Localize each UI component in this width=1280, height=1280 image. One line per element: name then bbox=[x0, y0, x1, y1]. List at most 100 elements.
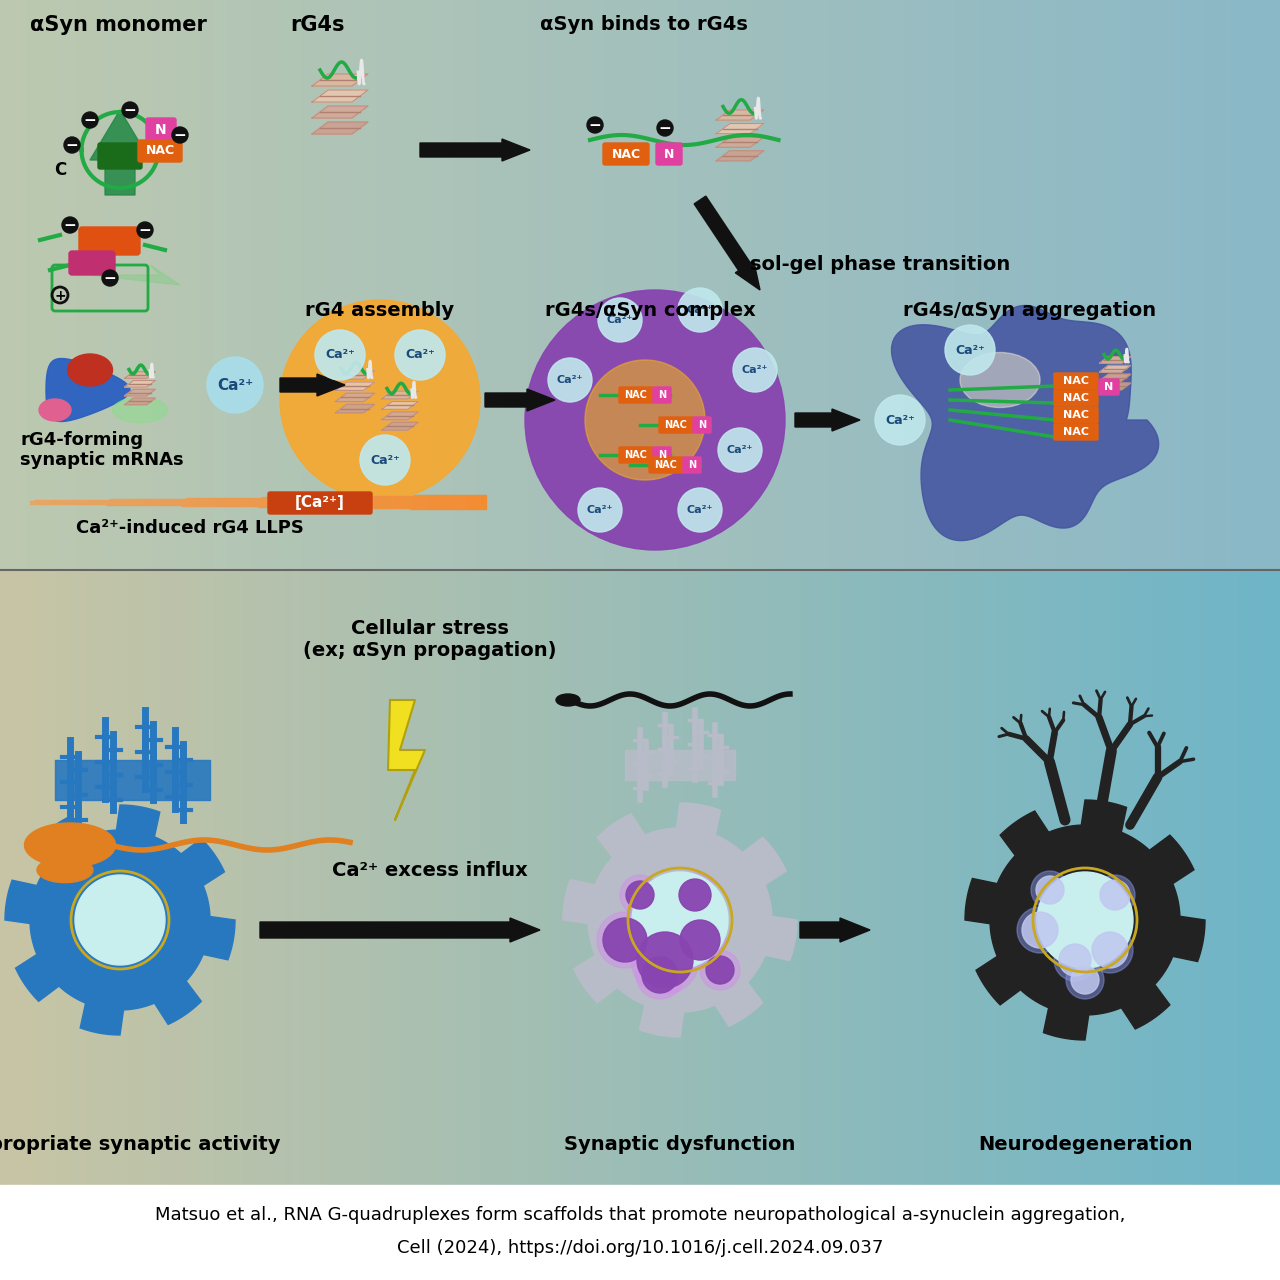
Text: Ca²⁺: Ca²⁺ bbox=[216, 378, 253, 393]
FancyBboxPatch shape bbox=[620, 447, 653, 463]
Polygon shape bbox=[90, 110, 150, 195]
Bar bbox=[125, 499, 129, 504]
Circle shape bbox=[1094, 876, 1135, 915]
Text: Ca²⁺: Ca²⁺ bbox=[607, 315, 634, 325]
Text: −: − bbox=[138, 223, 151, 238]
Text: Ca²⁺-induced rG4 LLPS: Ca²⁺-induced rG4 LLPS bbox=[76, 518, 303, 538]
FancyBboxPatch shape bbox=[1100, 379, 1119, 396]
Circle shape bbox=[280, 300, 480, 500]
Polygon shape bbox=[1100, 357, 1130, 364]
Bar bbox=[247, 498, 251, 507]
Text: NAC: NAC bbox=[625, 390, 648, 399]
Polygon shape bbox=[46, 358, 131, 421]
Bar bbox=[467, 495, 471, 509]
Bar bbox=[425, 495, 429, 508]
Circle shape bbox=[598, 298, 643, 342]
Bar bbox=[262, 498, 266, 507]
Bar bbox=[129, 499, 133, 504]
Polygon shape bbox=[312, 90, 369, 102]
Circle shape bbox=[632, 872, 728, 968]
Bar bbox=[79, 500, 83, 504]
Text: C: C bbox=[54, 161, 67, 179]
Circle shape bbox=[61, 218, 78, 233]
Bar bbox=[205, 498, 209, 506]
Bar bbox=[357, 497, 361, 508]
Bar bbox=[394, 495, 398, 508]
Circle shape bbox=[707, 956, 733, 984]
Text: rG4 assembly: rG4 assembly bbox=[306, 301, 454, 320]
Text: Ca²⁺: Ca²⁺ bbox=[687, 305, 713, 315]
Circle shape bbox=[1030, 870, 1069, 909]
Text: αSyn binds to rG4s: αSyn binds to rG4s bbox=[540, 15, 748, 35]
Circle shape bbox=[675, 914, 726, 966]
FancyBboxPatch shape bbox=[653, 447, 671, 463]
Bar bbox=[288, 497, 292, 507]
Text: Ca²⁺: Ca²⁺ bbox=[955, 343, 984, 357]
Bar bbox=[72, 500, 76, 504]
FancyArrow shape bbox=[795, 410, 860, 431]
Polygon shape bbox=[717, 123, 764, 133]
Polygon shape bbox=[37, 858, 93, 883]
FancyBboxPatch shape bbox=[657, 143, 682, 165]
Polygon shape bbox=[717, 110, 764, 120]
Bar bbox=[452, 495, 456, 509]
Bar bbox=[483, 494, 486, 509]
Text: NAC: NAC bbox=[146, 145, 174, 157]
Circle shape bbox=[525, 291, 785, 550]
Polygon shape bbox=[335, 404, 375, 412]
Bar bbox=[315, 497, 319, 507]
Polygon shape bbox=[124, 398, 155, 404]
Circle shape bbox=[620, 876, 660, 915]
Bar bbox=[41, 500, 45, 503]
Bar bbox=[163, 499, 166, 506]
Bar bbox=[369, 497, 372, 508]
FancyArrow shape bbox=[260, 918, 540, 942]
Bar bbox=[307, 497, 311, 507]
Bar bbox=[49, 500, 52, 504]
Text: N: N bbox=[658, 451, 666, 460]
Bar bbox=[197, 498, 201, 506]
Text: Ca²⁺: Ca²⁺ bbox=[727, 445, 753, 454]
Text: NAC: NAC bbox=[664, 420, 687, 430]
Bar bbox=[110, 499, 114, 504]
Text: NAC: NAC bbox=[612, 147, 640, 160]
Bar bbox=[349, 497, 353, 508]
Polygon shape bbox=[124, 389, 155, 396]
Circle shape bbox=[172, 127, 188, 143]
Text: Ca²⁺: Ca²⁺ bbox=[406, 348, 435, 361]
Text: NAC: NAC bbox=[1062, 410, 1089, 420]
Bar bbox=[174, 499, 178, 506]
Bar bbox=[456, 495, 460, 509]
Bar bbox=[330, 497, 334, 507]
Bar bbox=[68, 500, 72, 504]
Text: NAC: NAC bbox=[625, 451, 648, 460]
Ellipse shape bbox=[38, 399, 70, 421]
Polygon shape bbox=[335, 381, 375, 390]
Bar bbox=[29, 500, 33, 503]
Text: −: − bbox=[104, 271, 116, 285]
Bar bbox=[228, 498, 232, 506]
Bar bbox=[170, 499, 174, 506]
Bar bbox=[319, 497, 323, 507]
Circle shape bbox=[637, 932, 692, 988]
Bar bbox=[182, 498, 186, 506]
Bar bbox=[141, 499, 143, 504]
Text: N: N bbox=[658, 390, 666, 399]
Circle shape bbox=[700, 950, 740, 989]
Bar bbox=[372, 495, 376, 508]
Bar bbox=[33, 500, 37, 503]
Bar bbox=[114, 499, 118, 504]
Text: N: N bbox=[1105, 381, 1114, 392]
Polygon shape bbox=[381, 412, 419, 420]
Text: NAC: NAC bbox=[654, 460, 677, 470]
Text: −: − bbox=[589, 118, 602, 133]
Bar bbox=[178, 498, 182, 506]
FancyBboxPatch shape bbox=[1053, 424, 1098, 440]
Bar bbox=[151, 499, 155, 506]
Text: Ca²⁺: Ca²⁺ bbox=[886, 413, 915, 426]
Bar bbox=[83, 499, 87, 504]
Bar bbox=[189, 498, 193, 506]
Text: +: + bbox=[54, 288, 65, 302]
Polygon shape bbox=[124, 380, 155, 387]
FancyBboxPatch shape bbox=[146, 118, 177, 142]
